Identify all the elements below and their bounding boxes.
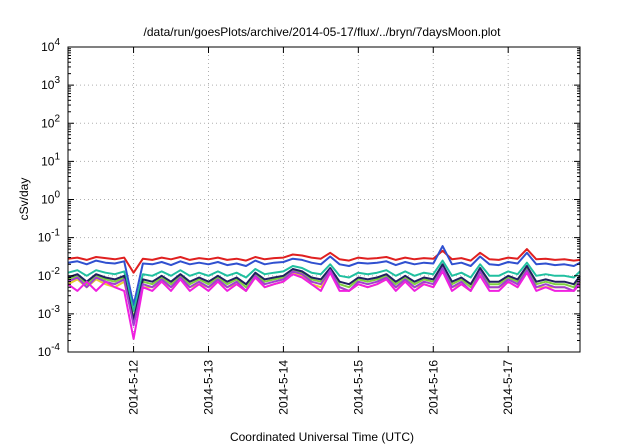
y-tick-base: 10	[41, 40, 55, 54]
y-tick-exponent: 1	[54, 151, 60, 162]
y-tick-base: 10	[38, 231, 52, 245]
y-tick-exponent: 3	[54, 75, 60, 86]
y-tick-label: 100	[41, 190, 60, 207]
y-tick-base: 10	[41, 154, 55, 168]
y-tick-label: 101	[41, 151, 60, 168]
tick-marks	[68, 46, 580, 353]
series-line	[67, 270, 581, 340]
y-tick-label: 103	[41, 75, 60, 92]
x-tick-label: 2014-5-12	[127, 360, 141, 415]
series-layer	[67, 245, 581, 340]
y-tick-label: 10-2	[38, 266, 61, 283]
grid-lines	[68, 47, 580, 352]
series-line	[67, 263, 581, 321]
series-line	[67, 265, 581, 319]
y-tick-base: 10	[38, 307, 52, 321]
y-tick-label: 102	[41, 113, 60, 130]
x-tick-labels: 2014-5-12 2014-5-13 2014-5-14 2014-5-15 2014…	[127, 360, 516, 415]
series-line	[67, 259, 581, 312]
series-line	[67, 245, 581, 307]
y-tick-exponent: -3	[51, 304, 60, 315]
y-tick-exponent: -4	[51, 342, 60, 353]
x-tick-label: 2014-5-15	[351, 360, 365, 415]
y-tick-base: 10	[41, 116, 55, 130]
y-tick-exponent: -1	[51, 228, 60, 239]
y-tick-exponent: 2	[54, 113, 60, 124]
x-tick-label: 2014-5-14	[276, 360, 290, 415]
series-line	[67, 267, 581, 327]
y-tick-label: 104	[41, 37, 60, 54]
x-axis-label: Coordinated Universal Time (UTC)	[230, 430, 414, 444]
y-tick-base: 10	[38, 269, 52, 283]
y-tick-exponent: -2	[51, 266, 60, 277]
x-tick-label: 2014-5-17	[501, 360, 515, 415]
y-axis-label: cSv/day	[17, 178, 31, 221]
y-tick-base: 10	[38, 345, 52, 359]
y-tick-exponent: 4	[54, 37, 60, 48]
chart-title: /data/run/goesPlots/archive/2014-05-17/f…	[144, 25, 502, 39]
y-tick-exponent: 0	[54, 190, 60, 201]
y-tick-label: 10-4	[38, 342, 61, 359]
y-tick-label: 10-3	[38, 304, 61, 321]
y-tick-base: 10	[41, 193, 55, 207]
y-tick-label: 10-1	[38, 228, 61, 245]
y-tick-base: 10	[41, 78, 55, 92]
series-line	[67, 248, 581, 274]
x-tick-label: 2014-5-16	[426, 360, 440, 415]
x-tick-label: 2014-5-13	[201, 360, 215, 415]
